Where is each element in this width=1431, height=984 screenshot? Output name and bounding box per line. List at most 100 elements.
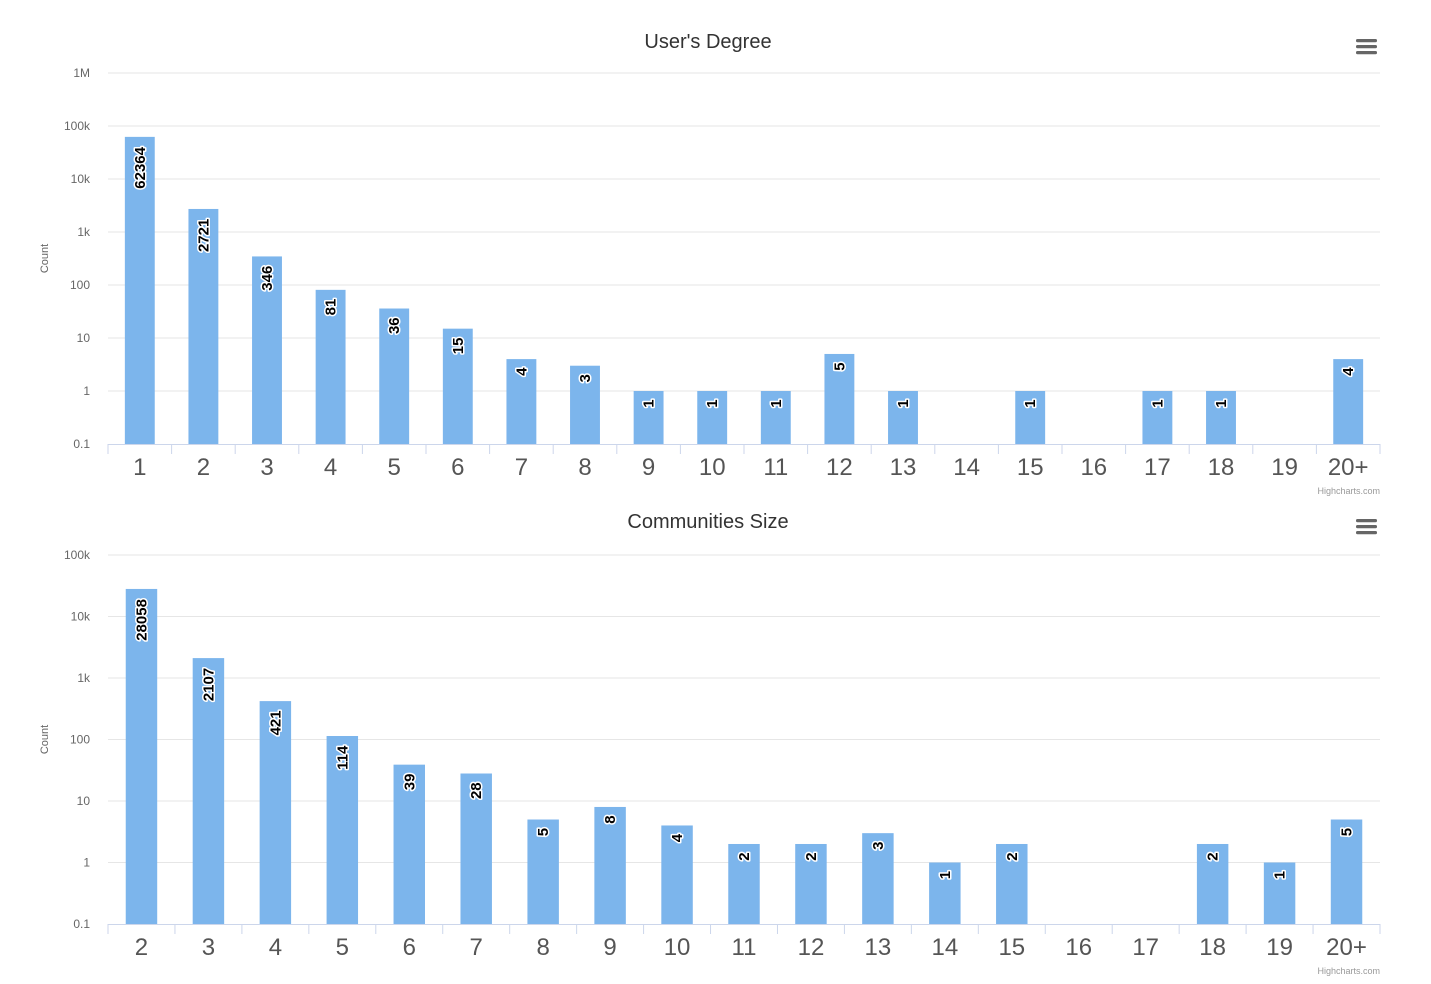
communities-size-bar-19[interactable] [1263, 862, 1296, 925]
users-degree-bar-3[interactable] [252, 256, 282, 444]
communities-size-bar-8[interactable] [527, 819, 559, 924]
users-degree-bar-8[interactable] [570, 365, 600, 444]
x-tick-label: 15 [998, 934, 1025, 961]
x-tick-label: 16 [1065, 934, 1092, 961]
y-tick-label: 1 [83, 856, 90, 870]
x-tick-label: 6 [403, 934, 416, 961]
data-label: 5 [535, 828, 552, 836]
y-tick-label: 1 [83, 384, 90, 398]
communities-size-chart-svg: Communities Size Count 0.1 1 10 100 1k 10k 100k 2… [39, 510, 1384, 976]
data-label: 28 [468, 782, 485, 799]
x-tick-label: 16 [1080, 454, 1107, 481]
communities-size-bar-20+[interactable] [1330, 819, 1363, 924]
x-tick-label: 17 [1144, 454, 1171, 481]
x-tick-label: 9 [642, 454, 655, 481]
y-tick-label: 10 [77, 794, 91, 808]
communities-size-bar-5[interactable] [326, 736, 359, 924]
data-label: 81 [323, 299, 340, 316]
x-tick-label: 12 [826, 454, 853, 481]
communities-size-bar-13[interactable] [862, 833, 894, 924]
communities-size-bar-4[interactable] [259, 701, 292, 924]
y-tick-label: 1k [77, 671, 91, 685]
x-tick-label: 5 [336, 934, 349, 961]
y-tick-label: 1k [77, 225, 91, 239]
x-tick-label: 1 [133, 454, 146, 481]
data-label: 1 [641, 399, 658, 407]
data-label: 4 [1340, 367, 1357, 376]
communities-size-bar-14[interactable] [929, 862, 961, 925]
x-tick-label: 20+ [1326, 934, 1367, 961]
communities-size-bar-12[interactable] [795, 843, 827, 924]
x-tick-label: 5 [388, 454, 401, 481]
data-label: 1 [1149, 399, 1166, 407]
x-tick-label: 4 [269, 934, 282, 961]
x-tick-label: 12 [798, 934, 825, 961]
x-tick-label: 6 [451, 454, 464, 481]
x-tick-label: 2 [135, 934, 148, 961]
data-label: 5 [1339, 828, 1356, 836]
users-degree-bar-5[interactable] [379, 308, 410, 444]
credits-link[interactable]: Highcharts.com [1317, 486, 1380, 496]
users-degree-bar-20+[interactable] [1333, 359, 1364, 444]
data-label: 8 [602, 815, 619, 823]
communities-size-bar-18[interactable] [1196, 843, 1229, 924]
data-label: 346 [259, 266, 276, 291]
users-degree-bar-12[interactable] [824, 353, 855, 444]
x-tick-label: 3 [202, 934, 215, 961]
y-tick-label: 100 [70, 733, 90, 747]
data-label: 1 [768, 399, 785, 407]
users-degree-bar-13[interactable] [888, 391, 918, 444]
data-label: 2 [1004, 852, 1021, 860]
data-label: 1 [895, 399, 912, 407]
data-label: 2721 [195, 219, 212, 252]
communities-size-bar-3[interactable] [192, 658, 225, 924]
x-tick-label: 18 [1208, 454, 1235, 481]
communities-size-bar-6[interactable] [393, 764, 425, 924]
credits-link[interactable]: Highcharts.com [1317, 966, 1380, 976]
users-degree-bar-15[interactable] [1015, 391, 1046, 444]
data-label: 28058 [133, 599, 150, 641]
y-axis-title: Count [39, 244, 51, 273]
x-tick-label: 15 [1017, 454, 1044, 481]
users-degree-bar-2[interactable] [188, 208, 219, 444]
communities-size-bar-15[interactable] [996, 843, 1028, 924]
x-tick-label: 14 [931, 934, 958, 961]
users-degree-bar-11[interactable] [760, 391, 791, 444]
data-label: 15 [450, 338, 467, 355]
x-tick-label: 17 [1132, 934, 1159, 961]
communities-size-bar-2[interactable] [125, 588, 158, 924]
data-label: 5 [831, 362, 848, 370]
x-tick-label: 7 [515, 454, 528, 481]
users-degree-bar-6[interactable] [442, 328, 473, 444]
chart-title: Communities Size [627, 511, 788, 533]
chart-menu-icon[interactable] [1350, 510, 1384, 540]
communities-size-bar-7[interactable] [460, 773, 492, 924]
x-tick-label: 7 [470, 934, 483, 961]
communities-size-bar-9[interactable] [594, 806, 626, 924]
x-tick-label: 14 [953, 454, 980, 481]
users-degree-bar-18[interactable] [1206, 391, 1236, 444]
users-degree-bar-7[interactable] [506, 359, 537, 444]
chart-title: User's Degree [644, 31, 771, 53]
x-tick-label: 8 [578, 454, 591, 481]
x-tick-label: 19 [1271, 454, 1298, 481]
data-label: 62364 [132, 146, 149, 188]
users-degree-bar-17[interactable] [1142, 391, 1173, 444]
data-label: 1 [1022, 399, 1039, 407]
users-degree-bar-1[interactable] [124, 136, 155, 444]
communities-size-chart: Communities Size Count 0.1 1 10 100 1k 10k 100k 2… [0, 480, 1431, 980]
data-label: 1 [937, 871, 954, 879]
communities-size-bar-10[interactable] [661, 825, 693, 924]
data-label: 3 [870, 842, 887, 850]
x-tick-label: 4 [324, 454, 337, 481]
y-axis-title: Count [39, 725, 51, 754]
data-label: 1 [1213, 399, 1230, 407]
users-degree-bar-9[interactable] [633, 391, 664, 444]
data-label: 4 [513, 367, 530, 376]
chart-menu-icon[interactable] [1350, 30, 1384, 60]
users-degree-bar-4[interactable] [315, 289, 346, 444]
users-degree-bar-10[interactable] [697, 391, 728, 444]
data-label: 39 [401, 774, 418, 791]
communities-size-bar-11[interactable] [728, 843, 760, 924]
x-tick-label: 13 [865, 934, 892, 961]
